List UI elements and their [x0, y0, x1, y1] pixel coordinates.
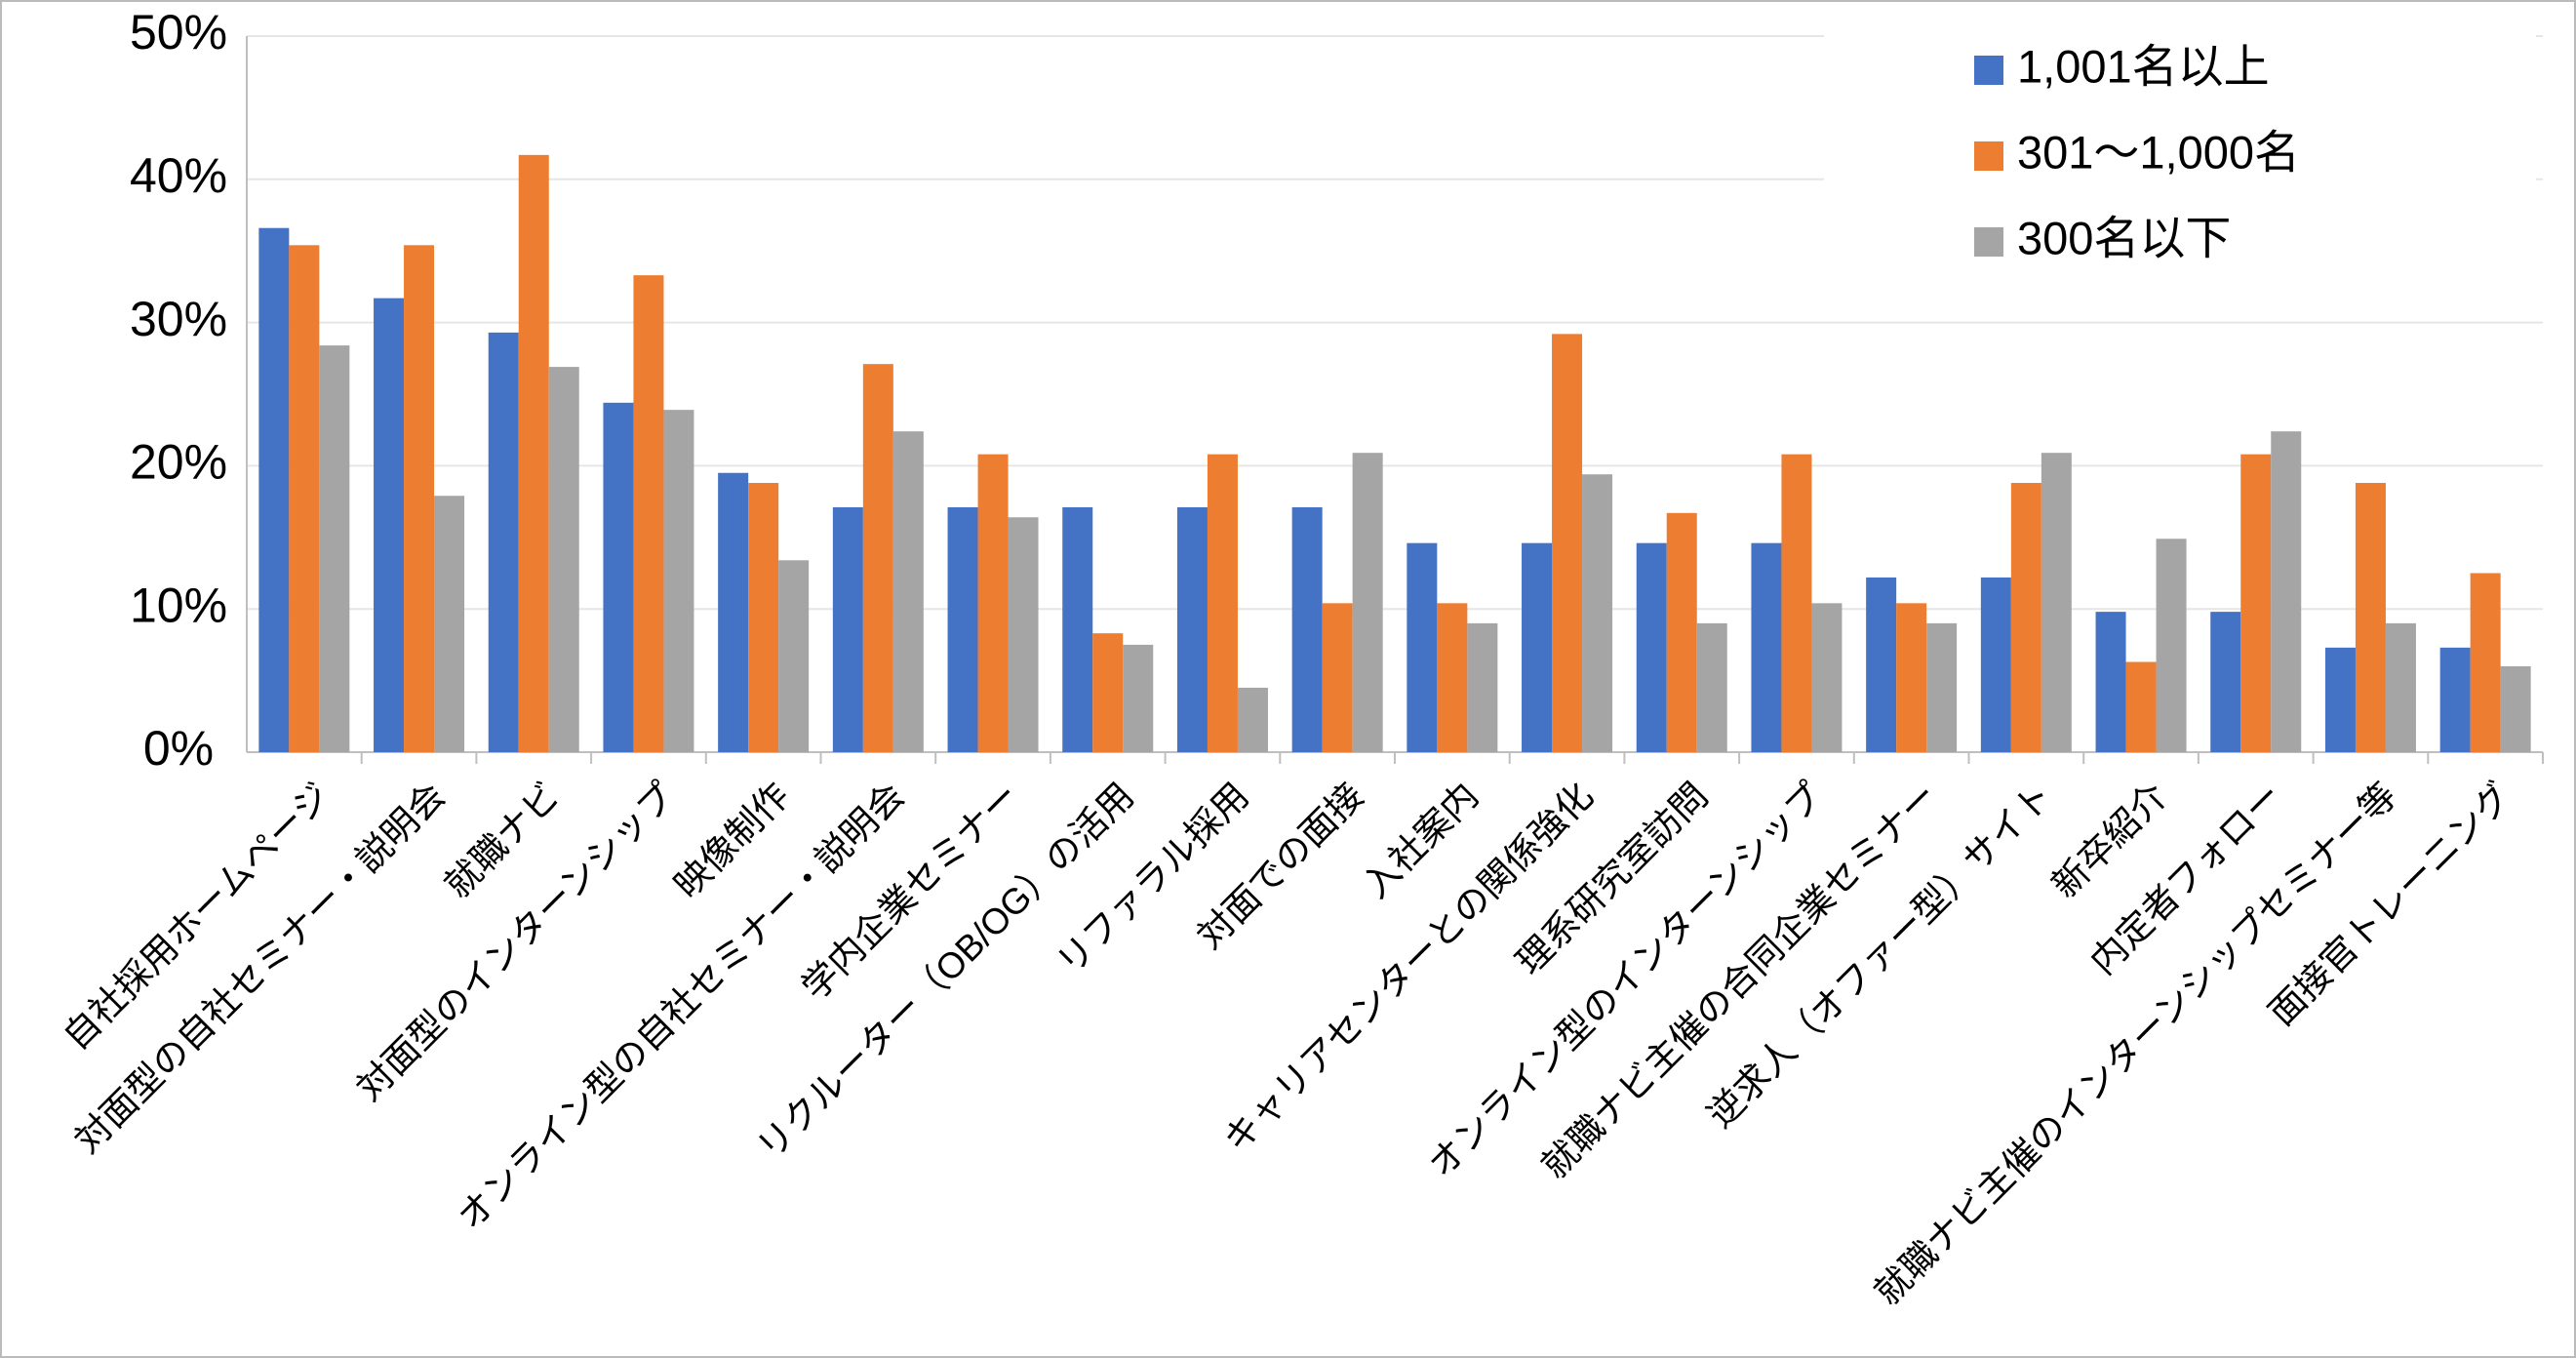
- bar: [2041, 453, 2072, 752]
- bar: [2240, 454, 2272, 752]
- bar: [1522, 542, 1553, 752]
- bar: [2125, 661, 2157, 752]
- bar: [1696, 622, 1727, 752]
- bar: [319, 345, 350, 752]
- bar: [1352, 453, 1383, 752]
- legend-swatch: [1974, 141, 2003, 171]
- bar: [718, 472, 749, 752]
- bar: [1666, 512, 1697, 752]
- bar: [663, 410, 694, 752]
- bar: [1636, 542, 1667, 752]
- bar: [1407, 542, 1438, 752]
- bar: [1237, 687, 1268, 752]
- bar: [2095, 612, 2126, 752]
- bar: [488, 332, 519, 752]
- bar: [832, 506, 863, 752]
- bar: [748, 483, 779, 752]
- bar: [1781, 454, 1812, 752]
- bar: [1437, 603, 1468, 752]
- bar: [1896, 603, 1927, 752]
- bar: [1980, 577, 2011, 752]
- bar: [2385, 622, 2416, 752]
- bar: [1207, 454, 1238, 752]
- legend-swatch: [1974, 227, 2003, 257]
- legend-swatch: [1974, 56, 2003, 85]
- y-tick-label: 0%: [143, 721, 214, 776]
- bar: [404, 245, 435, 752]
- bar: [1092, 633, 1124, 752]
- y-tick-label: 50%: [130, 5, 227, 60]
- bar: [1291, 506, 1323, 752]
- bar: [1176, 506, 1208, 752]
- bar: [374, 298, 405, 752]
- bar: [1866, 577, 1897, 752]
- bar: [1322, 603, 1353, 752]
- y-tick-label: 30%: [130, 292, 227, 346]
- bar: [1123, 644, 1154, 752]
- bar: [603, 402, 634, 752]
- bar: [778, 560, 810, 752]
- bar: [633, 275, 664, 752]
- bar: [2439, 647, 2471, 752]
- bar: [1552, 334, 1583, 752]
- bar: [548, 367, 579, 752]
- bar: [2324, 647, 2356, 752]
- y-tick-label: 40%: [130, 148, 227, 203]
- bar: [947, 506, 978, 752]
- bar: [1751, 542, 1782, 752]
- legend-label: 300名以下: [2017, 212, 2231, 263]
- bar: [518, 154, 549, 752]
- bar: [2500, 665, 2531, 752]
- bar: [2156, 539, 2187, 752]
- bar: [1008, 517, 1039, 752]
- bar: [289, 245, 320, 752]
- bar: [977, 454, 1009, 752]
- bar: [1926, 622, 1958, 752]
- bar: [2271, 431, 2302, 752]
- bar: [2010, 483, 2041, 752]
- bar: [2210, 612, 2241, 752]
- bar: [1062, 506, 1093, 752]
- legend-background: [1824, 29, 2536, 283]
- bar: [2470, 573, 2501, 752]
- bar: [434, 496, 465, 752]
- bar: [258, 227, 290, 752]
- bar: [1582, 474, 1613, 752]
- legend-label: 1,001名以上: [2017, 40, 2270, 92]
- bar: [1811, 603, 1843, 752]
- bar: [892, 431, 924, 752]
- y-tick-label: 10%: [130, 578, 227, 632]
- legend-label: 301～1,000名: [2017, 126, 2300, 178]
- bar: [862, 364, 893, 752]
- bar: [2355, 483, 2386, 752]
- bar: [1467, 622, 1498, 752]
- y-tick-label: 20%: [130, 435, 227, 490]
